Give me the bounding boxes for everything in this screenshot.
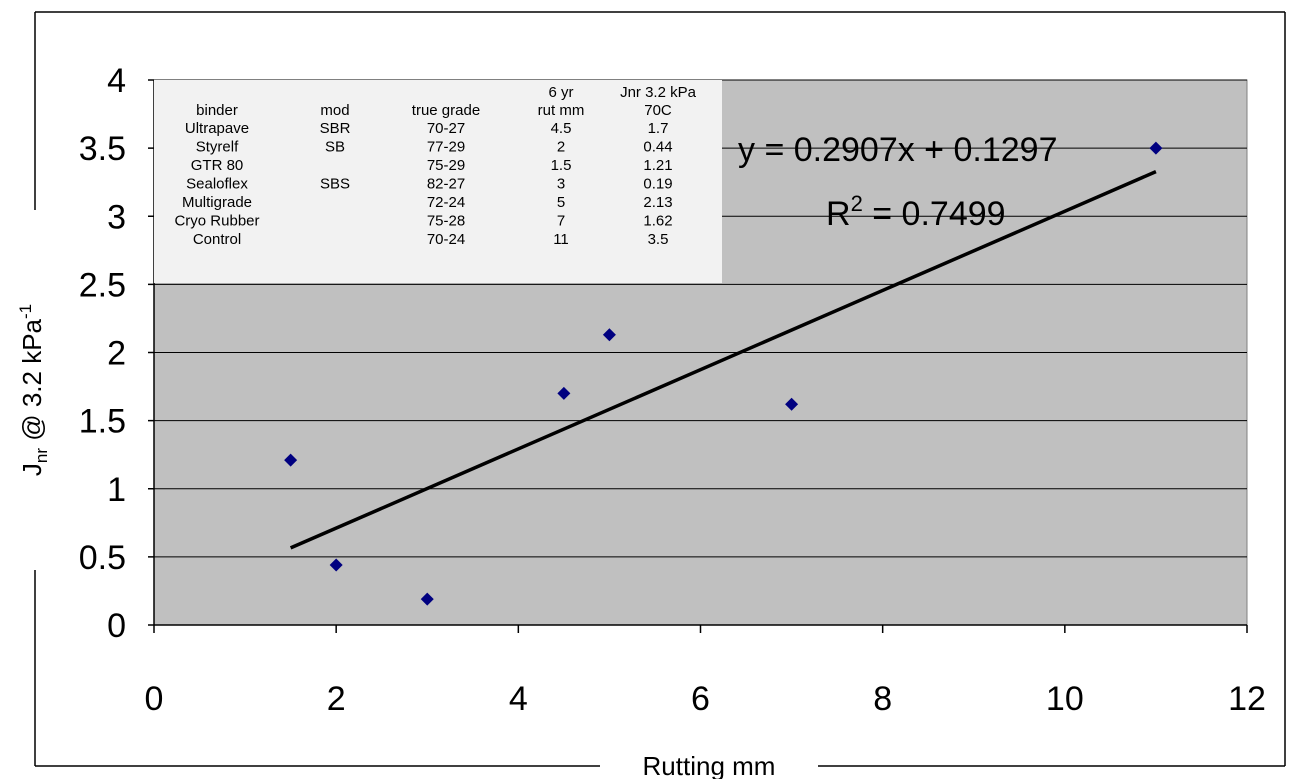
table-cell: Cryo Rubber: [174, 213, 259, 230]
table-header-cell: mod: [320, 102, 349, 119]
y-tick-label: 1: [107, 471, 126, 509]
x-tick-label: 0: [145, 680, 164, 718]
x-tick-label: 4: [509, 680, 528, 718]
table-cell: 72-24: [427, 194, 465, 211]
r-squared-annotation: R2 = 0.7499: [826, 191, 1006, 233]
trendline: [289, 170, 1157, 550]
table-header-cell: true grade: [412, 102, 480, 119]
table-cell: 5: [557, 194, 565, 211]
data-point: [1149, 141, 1163, 155]
table-cell: Ultrapave: [185, 120, 249, 137]
x-tick-label: 2: [327, 680, 346, 718]
x-tick-label: 10: [1046, 680, 1084, 718]
data-point: [557, 386, 571, 400]
table-cell: 11: [553, 231, 569, 248]
x-axis-title: Rutting mm: [643, 751, 776, 779]
data-point: [329, 558, 343, 572]
trendline-group: [289, 170, 1157, 550]
data-point: [785, 397, 799, 411]
table-header-cell: binder: [196, 102, 238, 119]
data-point: [602, 328, 616, 342]
y-tick-label: 3: [107, 198, 126, 236]
table-cell: 2.13: [643, 194, 672, 211]
table-cell: SBR: [320, 120, 351, 137]
table-cell: 3: [557, 176, 565, 193]
table-cell: 0.19: [643, 176, 672, 193]
table-cell: SB: [325, 139, 345, 156]
table-cell: 1.7: [648, 120, 669, 137]
table-cell: 4.5: [551, 120, 572, 137]
table-background: [154, 80, 722, 283]
data-point: [284, 453, 298, 467]
table-cell: GTR 80: [191, 157, 244, 174]
table-cell: 75-29: [427, 157, 465, 174]
y-tick-label: 0.5: [79, 539, 126, 577]
table-cell: 70-27: [427, 120, 465, 137]
table-header-cell: Jnr 3.2 kPa: [620, 84, 697, 101]
table-header-cell: 70C: [644, 102, 672, 119]
table-cell: 70-24: [427, 231, 465, 248]
trendline-equation: y = 0.2907x + 0.1297: [738, 131, 1057, 169]
table-cell: 82-27: [427, 176, 465, 193]
y-tick-label: 2.5: [79, 266, 126, 304]
table-cell: SBS: [320, 176, 350, 193]
table-header-cell: rut mm: [538, 102, 585, 119]
y-tick-labels: 0 0.5 1 1.5 2 2.5 3 3.5 4: [79, 62, 154, 645]
data-points: [284, 141, 1163, 606]
table-cell: Multigrade: [182, 194, 252, 211]
table-cell: 0.44: [643, 139, 672, 156]
y-tick-label: 4: [107, 62, 126, 100]
table-header-cell: 6 yr: [548, 84, 573, 101]
data-table: 6 yr Jnr 3.2 kPa binder mod true grade rut mm…: [154, 80, 722, 283]
table-cell: 7: [557, 213, 565, 230]
data-point: [420, 592, 434, 606]
table-cell: 3.5: [648, 231, 669, 248]
y-axis-title: Jnr @ 3.2 kPa-1: [16, 304, 51, 476]
y-tick-label: 2: [107, 335, 126, 373]
table-cell: 1.62: [643, 213, 672, 230]
y-tick-label: 1.5: [79, 403, 126, 441]
x-tick-label: 12: [1228, 680, 1266, 718]
table-cell: 2: [557, 139, 565, 156]
table-cell: Styrelf: [196, 139, 239, 156]
table-cell: 75-28: [427, 213, 465, 230]
table-cell: 77-29: [427, 139, 465, 156]
x-tick-label: 8: [873, 680, 892, 718]
table-cell: 1.5: [551, 157, 572, 174]
table-cell: 1.21: [643, 157, 672, 174]
x-tick-labels: 0 2 4 6 8 10 12: [145, 625, 1266, 718]
table-cell: Sealoflex: [186, 176, 248, 193]
x-tick-label: 6: [691, 680, 710, 718]
table-cell: Control: [193, 231, 241, 248]
y-tick-label: 0: [107, 607, 126, 645]
y-tick-label: 3.5: [79, 130, 126, 168]
